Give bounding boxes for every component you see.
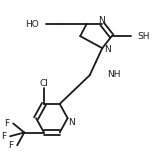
Text: N: N [98, 16, 105, 25]
Text: N: N [68, 118, 75, 127]
Text: Cl: Cl [40, 79, 48, 88]
Text: F: F [4, 119, 9, 128]
Text: NH: NH [107, 70, 121, 79]
Text: HO: HO [25, 20, 39, 29]
Text: N: N [104, 45, 111, 54]
Text: SH: SH [138, 32, 150, 41]
Text: F: F [1, 132, 6, 141]
Text: F: F [8, 141, 13, 150]
